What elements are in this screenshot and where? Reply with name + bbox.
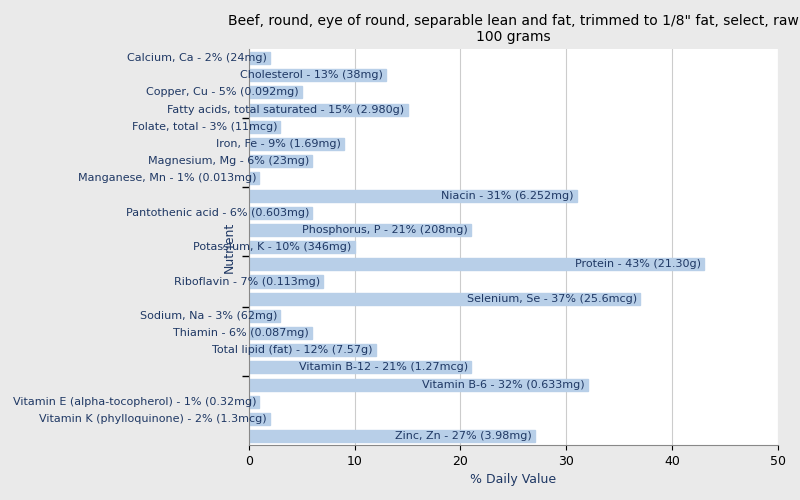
Text: Zinc, Zn - 27% (3.98mg): Zinc, Zn - 27% (3.98mg) (394, 431, 531, 441)
Text: Sodium, Na - 3% (62mg): Sodium, Na - 3% (62mg) (140, 311, 278, 321)
Text: Vitamin B-6 - 32% (0.633mg): Vitamin B-6 - 32% (0.633mg) (422, 380, 584, 390)
Bar (249, 172, 259, 184)
Bar (249, 378, 587, 390)
Bar (249, 86, 302, 99)
Text: Magnesium, Mg - 6% (23mg): Magnesium, Mg - 6% (23mg) (148, 156, 309, 166)
Text: Iron, Fe - 9% (1.69mg): Iron, Fe - 9% (1.69mg) (216, 139, 341, 149)
Bar (249, 276, 323, 287)
Text: Manganese, Mn - 1% (0.013mg): Manganese, Mn - 1% (0.013mg) (78, 174, 256, 184)
Text: Vitamin E (alpha-tocopherol) - 1% (0.32mg): Vitamin E (alpha-tocopherol) - 1% (0.32m… (13, 397, 256, 407)
Text: Potassium, K - 10% (346mg): Potassium, K - 10% (346mg) (193, 242, 351, 252)
Bar (249, 292, 641, 304)
X-axis label: % Daily Value: % Daily Value (470, 473, 557, 486)
Bar (249, 327, 312, 339)
Text: Riboflavin - 7% (0.113mg): Riboflavin - 7% (0.113mg) (174, 276, 320, 286)
Bar (249, 69, 386, 81)
Text: Total lipid (fat) - 12% (7.57g): Total lipid (fat) - 12% (7.57g) (212, 346, 373, 356)
Bar (249, 155, 312, 167)
Text: Pantothenic acid - 6% (0.603mg): Pantothenic acid - 6% (0.603mg) (126, 208, 309, 218)
Bar (249, 430, 534, 442)
Text: Phosphorus, P - 21% (208mg): Phosphorus, P - 21% (208mg) (302, 225, 468, 235)
Bar (249, 206, 312, 219)
Text: Copper, Cu - 5% (0.092mg): Copper, Cu - 5% (0.092mg) (146, 88, 298, 98)
Bar (249, 224, 471, 236)
Bar (249, 121, 281, 133)
Text: Thiamin - 6% (0.087mg): Thiamin - 6% (0.087mg) (174, 328, 309, 338)
Title: Beef, round, eye of round, separable lean and fat, trimmed to 1/8" fat, select, : Beef, round, eye of round, separable lea… (228, 14, 799, 44)
Text: Cholesterol - 13% (38mg): Cholesterol - 13% (38mg) (240, 70, 383, 80)
Text: Folate, total - 3% (11mcg): Folate, total - 3% (11mcg) (132, 122, 278, 132)
Bar (249, 396, 259, 408)
Bar (249, 310, 281, 322)
Text: Calcium, Ca - 2% (24mg): Calcium, Ca - 2% (24mg) (127, 53, 266, 63)
Text: Fatty acids, total saturated - 15% (2.980g): Fatty acids, total saturated - 15% (2.98… (167, 104, 404, 115)
Text: Vitamin K (phylloquinone) - 2% (1.3mcg): Vitamin K (phylloquinone) - 2% (1.3mcg) (39, 414, 266, 424)
Bar (249, 413, 270, 425)
Bar (249, 241, 354, 253)
Bar (249, 362, 471, 374)
Text: Selenium, Se - 37% (25.6mcg): Selenium, Se - 37% (25.6mcg) (467, 294, 638, 304)
Text: Vitamin B-12 - 21% (1.27mcg): Vitamin B-12 - 21% (1.27mcg) (298, 362, 468, 372)
Text: Protein - 43% (21.30g): Protein - 43% (21.30g) (575, 260, 701, 270)
Bar (249, 344, 376, 356)
Bar (249, 190, 577, 202)
Bar (249, 52, 270, 64)
Y-axis label: Nutrient: Nutrient (223, 222, 236, 273)
Bar (249, 258, 704, 270)
Bar (249, 104, 407, 116)
Text: Niacin - 31% (6.252mg): Niacin - 31% (6.252mg) (442, 190, 574, 200)
Bar (249, 138, 344, 150)
